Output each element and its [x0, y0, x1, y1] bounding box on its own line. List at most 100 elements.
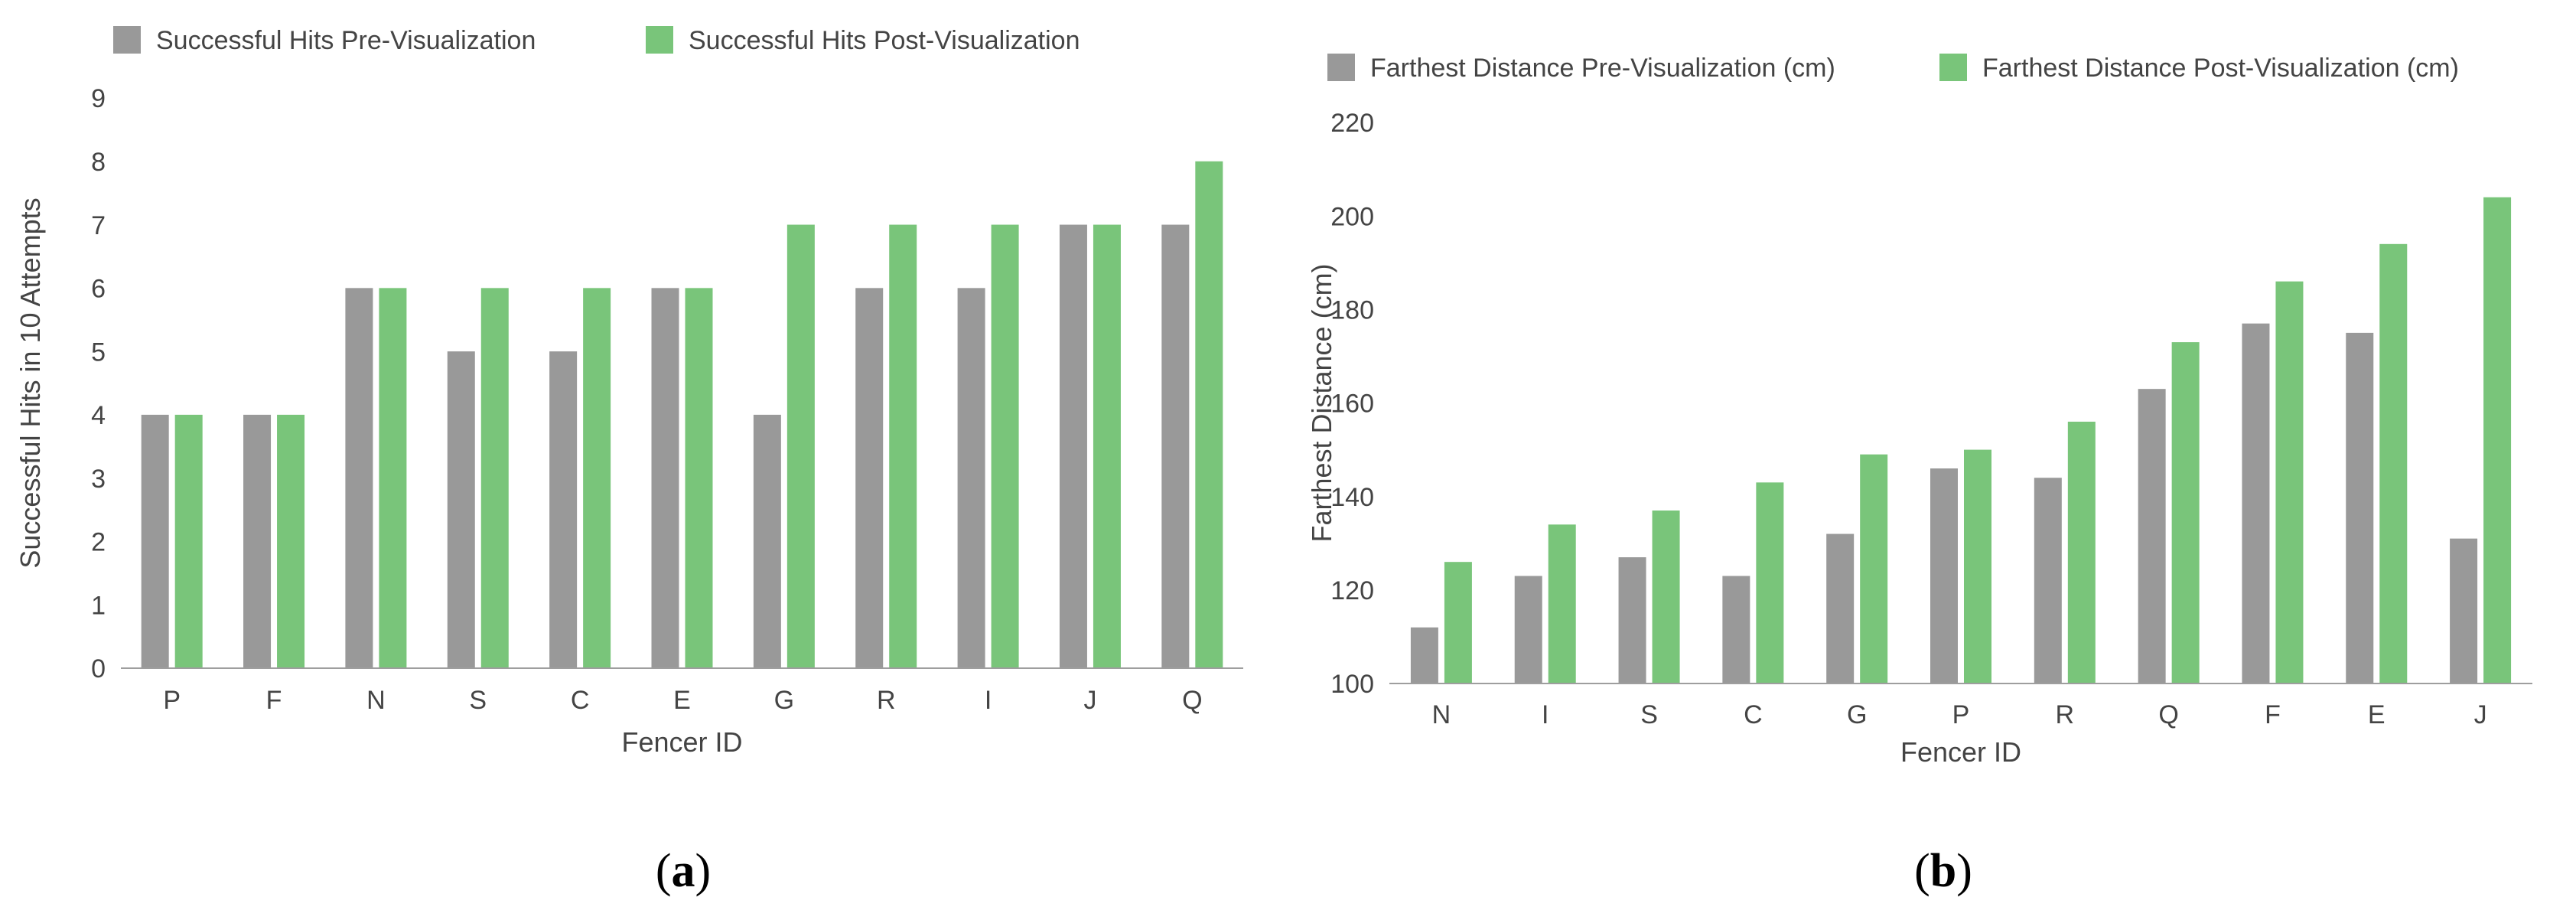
- y-tick-label: 100: [1330, 670, 1374, 699]
- bar-pre: [957, 288, 985, 668]
- y-tick-label: 1: [91, 591, 106, 620]
- y-tick-label: 4: [91, 401, 106, 430]
- legend-swatch-post: [1939, 54, 1967, 81]
- chart-b: 100 120 140 160 180 200 220 N I S C G P R Q F E J Fencer I…: [1306, 54, 2532, 897]
- x-tick-label: E: [2368, 700, 2385, 729]
- x-tick-label: F: [266, 686, 282, 715]
- bar-pre: [345, 288, 373, 668]
- bar-post: [2067, 421, 2096, 683]
- x-tick-label: G: [1847, 700, 1867, 729]
- x-tick-label: G: [774, 686, 794, 715]
- bar-post: [685, 288, 713, 668]
- panel-label: (b): [1914, 845, 1972, 897]
- y-tick-label: 5: [91, 338, 106, 367]
- panel-letter: a: [672, 845, 695, 897]
- x-tick-label: I: [985, 686, 992, 715]
- bar-pre: [855, 288, 884, 668]
- bar-pre: [1059, 224, 1087, 668]
- x-tick-label: C: [571, 686, 590, 715]
- bar-post: [2275, 281, 2304, 683]
- panel-label: (a): [656, 845, 711, 897]
- x-axis-title: Fencer ID: [621, 726, 742, 758]
- bar-pre: [447, 351, 475, 668]
- y-tick-label: 160: [1330, 390, 1374, 419]
- bar-pre: [1930, 468, 1958, 683]
- legend-swatch-pre: [113, 26, 141, 54]
- x-tick-label: P: [163, 686, 181, 715]
- bar-pre: [2242, 323, 2270, 683]
- y-tick-label: 0: [91, 654, 106, 683]
- legend-swatch-pre: [1327, 54, 1355, 81]
- bar-post: [991, 224, 1019, 668]
- y-tick-label: 8: [91, 148, 106, 177]
- x-tick-label: I: [1542, 700, 1549, 729]
- y-axis-title: Farthest Distance (cm): [1306, 263, 1337, 542]
- bar-post: [1093, 224, 1121, 668]
- bar-pre: [2346, 332, 2374, 683]
- bar-post: [480, 288, 509, 668]
- y-tick-label: 2: [91, 528, 106, 557]
- bar-post: [786, 224, 815, 668]
- bar-pre: [1722, 576, 1750, 683]
- y-tick-label: 140: [1330, 483, 1374, 512]
- y-tick-label: 3: [91, 465, 106, 494]
- x-tick-label: J: [1083, 686, 1096, 715]
- bar-post: [1195, 161, 1223, 668]
- bar-pre: [1410, 627, 1438, 683]
- x-tick-label: F: [2265, 700, 2281, 729]
- legend-swatch-post: [646, 26, 673, 54]
- x-tick-label: S: [1640, 700, 1658, 729]
- bar-post: [2379, 243, 2408, 684]
- bar-post: [889, 224, 917, 668]
- y-tick-label: 220: [1330, 109, 1374, 138]
- bar-post: [174, 414, 203, 668]
- bar-pre: [2450, 538, 2478, 683]
- x-tick-label: C: [1744, 700, 1763, 729]
- bar-pre: [1161, 224, 1190, 668]
- y-tick-label: 120: [1330, 576, 1374, 605]
- bar-pre: [1514, 576, 1542, 683]
- legend-label-post: Successful Hits Post-Visualization: [689, 26, 1080, 55]
- bar-pre: [2138, 389, 2166, 683]
- x-tick-label: S: [469, 686, 487, 715]
- bar-post: [277, 414, 305, 668]
- bar-pre: [1826, 533, 1855, 683]
- x-tick-label: N: [1432, 700, 1451, 729]
- bar-post: [1444, 562, 1472, 683]
- bar-pre: [549, 351, 578, 668]
- bar-post: [1756, 482, 1784, 683]
- x-axis-title: Fencer ID: [1900, 736, 2021, 768]
- y-tick-label: 7: [91, 211, 106, 240]
- bar-post: [379, 288, 407, 668]
- bar-pre: [2034, 478, 2062, 683]
- y-tick-label: 180: [1330, 296, 1374, 325]
- x-tick-label: Q: [1182, 686, 1202, 715]
- bar-post: [1652, 510, 1680, 683]
- x-tick-label: J: [2474, 700, 2487, 729]
- bar-post: [2483, 197, 2512, 683]
- x-tick-label: E: [673, 686, 691, 715]
- legend-label-pre: Successful Hits Pre-Visualization: [156, 26, 536, 55]
- y-axis-title: Successful Hits in 10 Attempts: [15, 197, 46, 568]
- bar-pre: [1618, 557, 1646, 683]
- panel-letter: b: [1930, 845, 1956, 897]
- y-tick-label: 6: [91, 275, 106, 304]
- legend-label-post: Farthest Distance Post-Visualization (cm…: [1982, 54, 2459, 83]
- x-tick-label: R: [2056, 700, 2075, 729]
- bar-post: [1548, 524, 1576, 683]
- bar-pre: [141, 414, 169, 668]
- bar-post: [1860, 454, 1888, 683]
- bar-pre: [243, 414, 272, 668]
- y-tick-label: 200: [1330, 202, 1374, 231]
- bar-post: [2171, 342, 2200, 683]
- x-tick-label: N: [366, 686, 386, 715]
- bar-pre: [651, 288, 679, 668]
- x-tick-label: Q: [2158, 700, 2178, 729]
- x-tick-label: P: [1952, 700, 1970, 729]
- bar-pre: [753, 414, 781, 668]
- bar-post: [583, 288, 611, 668]
- bar-post: [1964, 449, 1991, 683]
- y-tick-label: 9: [91, 84, 106, 113]
- legend-label-pre: Farthest Distance Pre-Visualization (cm): [1370, 54, 1835, 83]
